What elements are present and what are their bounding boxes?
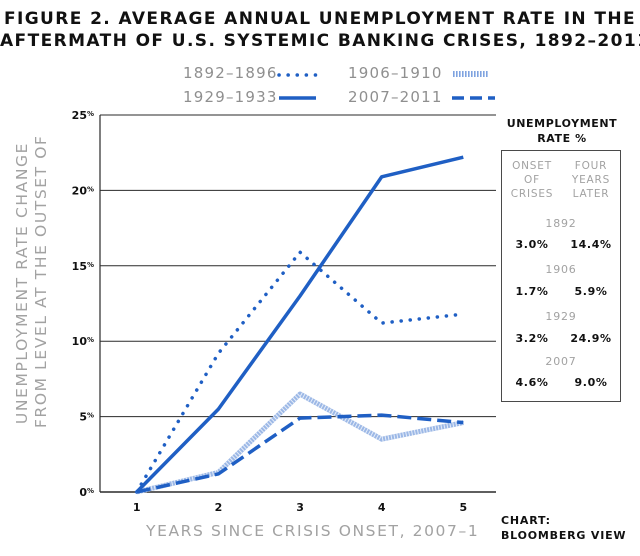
line-2007-2011: [136, 413, 464, 494]
credit-line-1: CHART:: [501, 514, 551, 527]
side-table-col2-header: FOUR YEARS LATER: [563, 159, 619, 201]
col1-header-line-1: ONSET: [512, 160, 552, 172]
x-tick-label: 3: [296, 501, 304, 514]
y-axis-label-line-2: FROM LEVEL AT THE OUTSET OF: [32, 134, 50, 428]
credit-line-2: BLOOMBERG VIEW: [501, 529, 627, 542]
col1-header-line-2: OF: [524, 174, 540, 186]
side-table-year-1906: 1906: [545, 263, 577, 276]
x-axis-label: YEARS SINCE CRISIS ONSET, 2007–1: [146, 522, 480, 540]
legend-label-1892: 1892–1896: [183, 64, 278, 82]
side-table-year-1929: 1929: [545, 310, 577, 323]
side-table: ONSET OF CRISES FOUR YEARS LATER 1892 3.…: [501, 150, 621, 402]
y-tick-label: 20%: [72, 184, 94, 197]
side-table-later-1906: 5.9%: [574, 285, 608, 298]
y-tick-label: 0%: [79, 486, 94, 499]
legend-label-1906: 1906–1910: [348, 64, 443, 82]
side-table-title-line-2: RATE %: [537, 132, 587, 145]
line-1892-1896: [134, 249, 466, 494]
side-table-onset-1892: 3.0%: [515, 238, 549, 251]
chart-title-line-2: AFTERMATH OF U.S. SYSTEMIC BANKING CRISE…: [0, 31, 640, 51]
x-axis-ticks: 1 2 3 4 5: [133, 501, 467, 514]
side-table-onset-1906: 1.7%: [515, 285, 549, 298]
side-table-col1-header: ONSET OF CRISES: [504, 159, 560, 201]
legend-label-2007: 2007–2011: [348, 88, 443, 106]
x-tick-label: 1: [133, 501, 141, 514]
side-table-onset-1929: 3.2%: [515, 332, 549, 345]
y-tick-label: 5%: [79, 411, 94, 424]
series-1892-1896: [134, 249, 466, 494]
y-axis-label-line-1: UNEMPLOYMENT RATE CHANGE: [13, 141, 31, 425]
chart-title: FIGURE 2. AVERAGE ANNUAL UNEMPLOYMENT RA…: [0, 8, 640, 52]
series-1906-1910: [136, 390, 464, 495]
series-2007-2011: [136, 413, 464, 494]
col2-header-line-2: YEARS: [571, 174, 611, 186]
x-tick-label: 4: [378, 501, 386, 514]
data-point: [462, 313, 465, 316]
col2-header-line-1: FOUR: [574, 160, 608, 172]
col1-header-line-3: CRISES: [510, 188, 554, 200]
side-table-title: UNEMPLOYMENT RATE %: [500, 116, 624, 146]
col2-header-line-3: LATER: [572, 188, 610, 200]
series-1929-1933: [135, 155, 464, 494]
y-tick-label: 15%: [72, 260, 94, 273]
y-axis-label: UNEMPLOYMENT RATE CHANGE FROM LEVEL AT T…: [13, 134, 53, 428]
side-table-year-1892: 1892: [545, 217, 577, 230]
side-table-later-2007: 9.0%: [574, 376, 608, 389]
side-table-later-1929: 24.9%: [570, 332, 612, 345]
line-1929-1933: [135, 155, 464, 494]
side-table-onset-2007: 4.6%: [515, 376, 549, 389]
gridlines: [99, 114, 496, 493]
x-tick-label: 5: [460, 501, 468, 514]
legend-label-1929: 1929–1933: [183, 88, 278, 106]
y-tick-label: 25%: [72, 109, 94, 122]
x-tick-label: 2: [215, 501, 223, 514]
side-table-year-2007: 2007: [545, 355, 577, 368]
side-table-later-1892: 14.4%: [570, 238, 612, 251]
y-axis-ticks: 0% 5% 10% 15% 20% 25%: [72, 109, 94, 499]
side-table-title-line-1: UNEMPLOYMENT: [506, 117, 618, 130]
series-lines: [134, 155, 466, 495]
chart-title-line-1: FIGURE 2. AVERAGE ANNUAL UNEMPLOYMENT RA…: [3, 9, 637, 29]
y-tick-label: 10%: [72, 335, 94, 348]
line-1906-1910-hatch: [136, 390, 464, 495]
legend-swatch-1906: [452, 71, 489, 77]
chart-credit: CHART: BLOOMBERG VIEW: [501, 513, 626, 543]
